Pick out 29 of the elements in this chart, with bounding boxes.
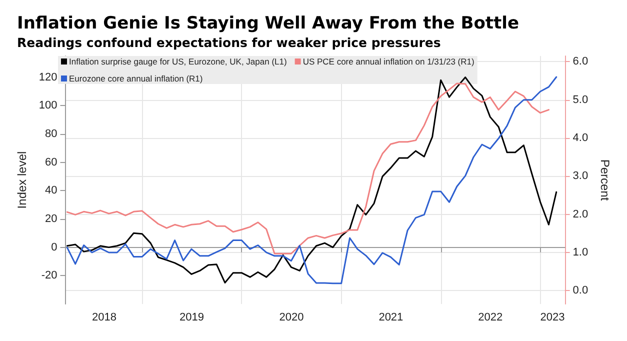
y-tick-label: -20 (41, 270, 58, 282)
x-tick-label: 2020 (279, 312, 304, 324)
legend-label: US PCE core annual inflation on 1/31/23 (R1) (302, 56, 474, 66)
x-tick-label: 2019 (179, 312, 204, 324)
x-tick-label: 2023 (540, 312, 565, 324)
line-series (66, 82, 550, 254)
y2-tick-label: 2.0 (572, 208, 588, 220)
y-axis-title: Index level (15, 151, 29, 209)
y2-tick-label: 0.0 (572, 284, 588, 297)
y2-tick-label: 4.0 (572, 132, 588, 144)
chart-title: Inflation Genie Is Staying Well Away From the Bottle (17, 14, 519, 34)
y2-tick-label: 5.0 (572, 94, 588, 106)
y-tick-label: 20 (45, 212, 58, 225)
chart-subtitle: Readings confound expectations for weaker price pressures (17, 35, 441, 50)
y-tick-label: 60 (45, 156, 58, 168)
y-tick-label: 0 (51, 241, 58, 254)
y2-tick-label: 6.0 (572, 56, 588, 68)
x-tick-label: 2018 (92, 312, 116, 324)
y-tick-label: 40 (45, 184, 58, 197)
y2-axis-title: Percent (598, 159, 612, 202)
x-tick-label: 2022 (478, 312, 503, 324)
y2-tick-label: 1.0 (572, 246, 588, 258)
y-tick-label: 80 (45, 128, 58, 140)
y-tick-label: 120 (38, 71, 58, 84)
y2-tick-label: 3.0 (572, 170, 588, 182)
legend-label: Inflation surprise gauge for US, Eurozone, UK, Japan (L1) (69, 56, 287, 66)
y-tick-label: 100 (38, 100, 58, 112)
legend-label: Eurozone core annual inflation (R1) (69, 74, 203, 84)
x-tick-label: 2021 (378, 312, 404, 324)
